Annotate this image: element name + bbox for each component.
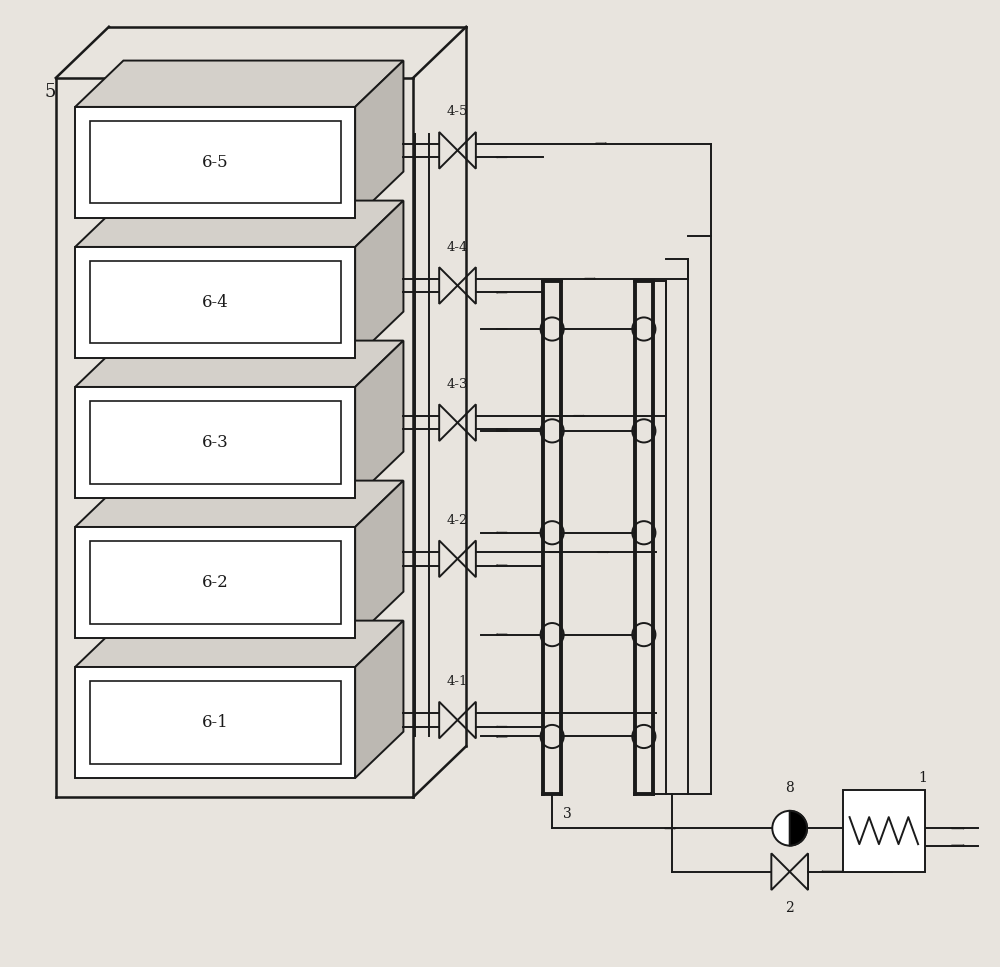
Polygon shape xyxy=(355,61,403,218)
Text: 4-2: 4-2 xyxy=(447,513,468,527)
Text: 8: 8 xyxy=(785,781,794,796)
Wedge shape xyxy=(790,811,807,845)
Circle shape xyxy=(772,811,807,845)
Polygon shape xyxy=(355,340,403,498)
Polygon shape xyxy=(75,200,403,247)
Polygon shape xyxy=(75,247,355,358)
Text: 2: 2 xyxy=(785,900,794,915)
Text: 4-4: 4-4 xyxy=(447,241,468,253)
Text: 6-1: 6-1 xyxy=(202,714,229,731)
Polygon shape xyxy=(75,61,403,107)
Polygon shape xyxy=(75,527,355,638)
Polygon shape xyxy=(75,107,355,218)
Polygon shape xyxy=(355,621,403,778)
Polygon shape xyxy=(75,340,403,387)
Text: 1: 1 xyxy=(918,771,927,785)
Text: 4-5: 4-5 xyxy=(447,105,468,119)
Bar xyxy=(843,790,925,871)
Text: 4-1: 4-1 xyxy=(447,675,468,689)
Text: 6-4: 6-4 xyxy=(202,294,229,311)
Polygon shape xyxy=(75,481,403,527)
Text: 6-2: 6-2 xyxy=(202,574,229,591)
Text: 4-3: 4-3 xyxy=(447,378,468,391)
Text: 6-5: 6-5 xyxy=(202,154,228,171)
Text: 5: 5 xyxy=(44,83,56,102)
Polygon shape xyxy=(75,667,355,778)
Polygon shape xyxy=(75,621,403,667)
Polygon shape xyxy=(75,387,355,498)
Polygon shape xyxy=(355,200,403,358)
Text: 6-3: 6-3 xyxy=(202,434,229,451)
Text: 3: 3 xyxy=(563,807,572,821)
Polygon shape xyxy=(355,481,403,638)
